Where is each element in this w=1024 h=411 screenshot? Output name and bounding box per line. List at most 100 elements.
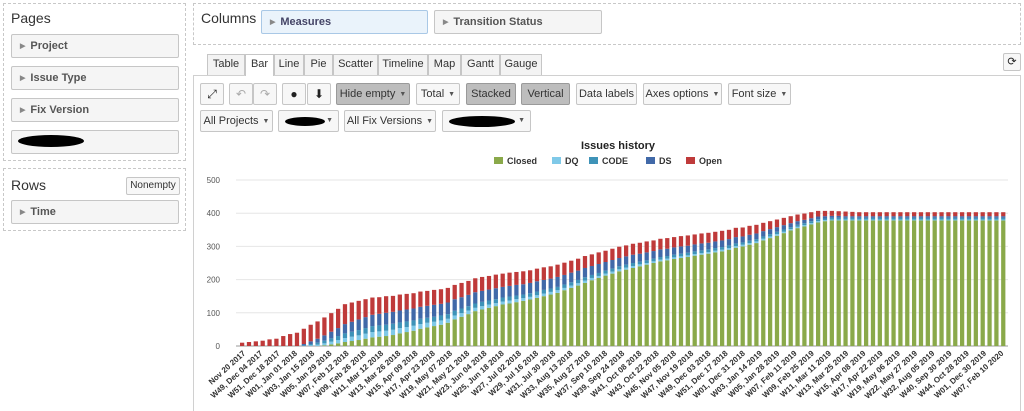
bar-code[interactable]	[500, 297, 505, 302]
bar-dq[interactable]	[733, 246, 738, 248]
bar-ds[interactable]	[692, 244, 697, 252]
bar-closed[interactable]	[473, 311, 478, 346]
bar-open[interactable]	[486, 275, 492, 290]
bar-open[interactable]	[761, 222, 766, 232]
bar-code[interactable]	[781, 229, 786, 232]
bar-closed[interactable]	[768, 238, 773, 346]
bar-dq[interactable]	[706, 252, 711, 254]
bar-closed[interactable]	[912, 220, 917, 347]
bar-code[interactable]	[816, 219, 821, 222]
bar-closed[interactable]	[706, 253, 711, 346]
bar-open[interactable]	[768, 221, 773, 230]
bar-closed[interactable]	[438, 324, 444, 346]
bar-dq[interactable]	[630, 265, 636, 268]
bar-open[interactable]	[884, 212, 889, 217]
bar-ds[interactable]	[706, 242, 711, 250]
bar-dq[interactable]	[768, 236, 773, 239]
bar-code[interactable]	[761, 236, 766, 239]
bar-code[interactable]	[918, 217, 924, 220]
bar-closed[interactable]	[411, 330, 416, 346]
download-button[interactable]: ⬇	[307, 83, 331, 105]
bar-open[interactable]	[932, 212, 937, 217]
bar-closed[interactable]	[342, 342, 348, 346]
bar-ds[interactable]	[740, 236, 745, 243]
bar-closed[interactable]	[905, 220, 910, 347]
bar-open[interactable]	[747, 225, 752, 235]
bar-dq[interactable]	[685, 255, 690, 258]
refresh-button[interactable]: ⟳	[1003, 53, 1021, 71]
bar-closed[interactable]	[480, 309, 485, 346]
bar-code[interactable]	[925, 217, 930, 220]
bar-code[interactable]	[562, 284, 567, 288]
bar-closed[interactable]	[809, 224, 814, 346]
bar-dq[interactable]	[898, 219, 903, 221]
bar-code[interactable]	[329, 338, 334, 342]
bar-closed[interactable]	[726, 249, 732, 346]
bar-ds[interactable]	[336, 328, 341, 337]
bar-ds[interactable]	[624, 256, 629, 265]
bar-closed[interactable]	[555, 292, 560, 346]
bar-closed[interactable]	[370, 337, 375, 346]
bar-open[interactable]	[733, 227, 738, 238]
bar-dq[interactable]	[541, 293, 546, 297]
axes-options-dropdown[interactable]: Axes options ▼	[643, 83, 722, 105]
bar-open[interactable]	[603, 250, 608, 263]
bar-open[interactable]	[918, 212, 924, 217]
bar-ds[interactable]	[877, 216, 882, 218]
bar-open[interactable]	[905, 212, 910, 217]
bar-ds[interactable]	[678, 246, 684, 254]
bar-code[interactable]	[438, 315, 444, 321]
bar-code[interactable]	[870, 217, 876, 220]
bar-open[interactable]	[342, 304, 348, 325]
bar-open[interactable]	[637, 242, 642, 254]
bar-ds[interactable]	[966, 216, 972, 218]
bar-ds[interactable]	[829, 215, 834, 218]
bar-dq[interactable]	[857, 219, 862, 221]
bar-code[interactable]	[390, 323, 396, 330]
bar-open[interactable]	[624, 245, 629, 257]
bar-open[interactable]	[953, 212, 958, 217]
bar-open[interactable]	[802, 213, 807, 220]
bar-closed[interactable]	[678, 258, 684, 346]
bar-closed[interactable]	[994, 220, 999, 347]
bar-closed[interactable]	[713, 252, 718, 346]
bar-ds[interactable]	[514, 284, 519, 296]
bar-dq[interactable]	[452, 315, 457, 320]
bar-closed[interactable]	[562, 290, 567, 346]
bar-dq[interactable]	[493, 303, 498, 307]
bar-dq[interactable]	[966, 219, 972, 221]
bar-ds[interactable]	[349, 321, 354, 332]
bar-dq[interactable]	[809, 223, 814, 225]
bar-ds[interactable]	[603, 262, 608, 271]
bar-code[interactable]	[726, 245, 732, 249]
bar-closed[interactable]	[356, 340, 361, 346]
bar-closed[interactable]	[658, 261, 663, 346]
bar-code[interactable]	[939, 217, 944, 220]
total-dropdown[interactable]: Total ▼	[416, 83, 460, 105]
bar-code[interactable]	[699, 250, 704, 254]
bar-closed[interactable]	[843, 220, 848, 347]
bar-dq[interactable]	[507, 300, 512, 304]
bar-dq[interactable]	[514, 299, 519, 303]
bar-open[interactable]	[713, 231, 718, 242]
bar-open[interactable]	[857, 212, 862, 217]
bar-closed[interactable]	[877, 220, 882, 347]
bar-open[interactable]	[960, 212, 965, 217]
bar-dq[interactable]	[994, 219, 999, 221]
bar-open[interactable]	[630, 243, 636, 255]
bar-open[interactable]	[973, 212, 978, 217]
bar-closed[interactable]	[898, 220, 903, 347]
bar-dq[interactable]	[980, 219, 985, 221]
bar-ds[interactable]	[541, 279, 546, 290]
bar-ds[interactable]	[925, 216, 930, 218]
bar-open[interactable]	[377, 297, 382, 314]
bar-dq[interactable]	[987, 219, 992, 221]
bar-open[interactable]	[617, 246, 622, 259]
bar-dq[interactable]	[781, 231, 786, 234]
bar-closed[interactable]	[864, 220, 869, 347]
bar-open[interactable]	[829, 210, 834, 216]
bar-open[interactable]	[754, 224, 759, 234]
tab-line[interactable]: Line	[274, 54, 304, 75]
bar-closed[interactable]	[685, 257, 690, 346]
bar-ds[interactable]	[521, 284, 526, 295]
